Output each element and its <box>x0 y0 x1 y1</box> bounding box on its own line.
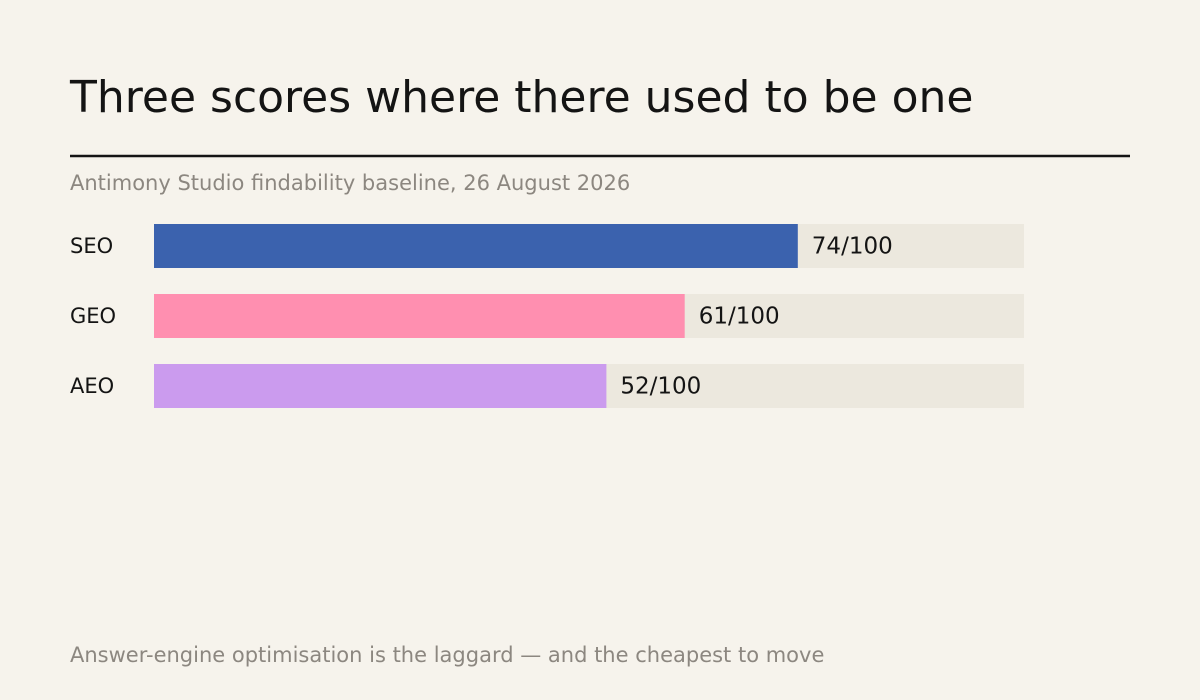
value-label: 74/100 <box>812 234 893 260</box>
value-label: 61/100 <box>699 304 780 330</box>
chart-title: Three scores where there used to be one <box>69 72 973 123</box>
value-label: 52/100 <box>620 374 701 400</box>
bar <box>154 294 685 338</box>
bar <box>154 364 607 408</box>
bar <box>154 224 798 268</box>
chart-subtitle: Antimony Studio findability baseline, 26… <box>70 171 630 195</box>
category-label: AEO <box>70 374 114 398</box>
category-label: SEO <box>70 234 113 258</box>
category-label: GEO <box>70 304 116 328</box>
annotation: Answer-engine optimisation is the laggar… <box>70 643 824 667</box>
